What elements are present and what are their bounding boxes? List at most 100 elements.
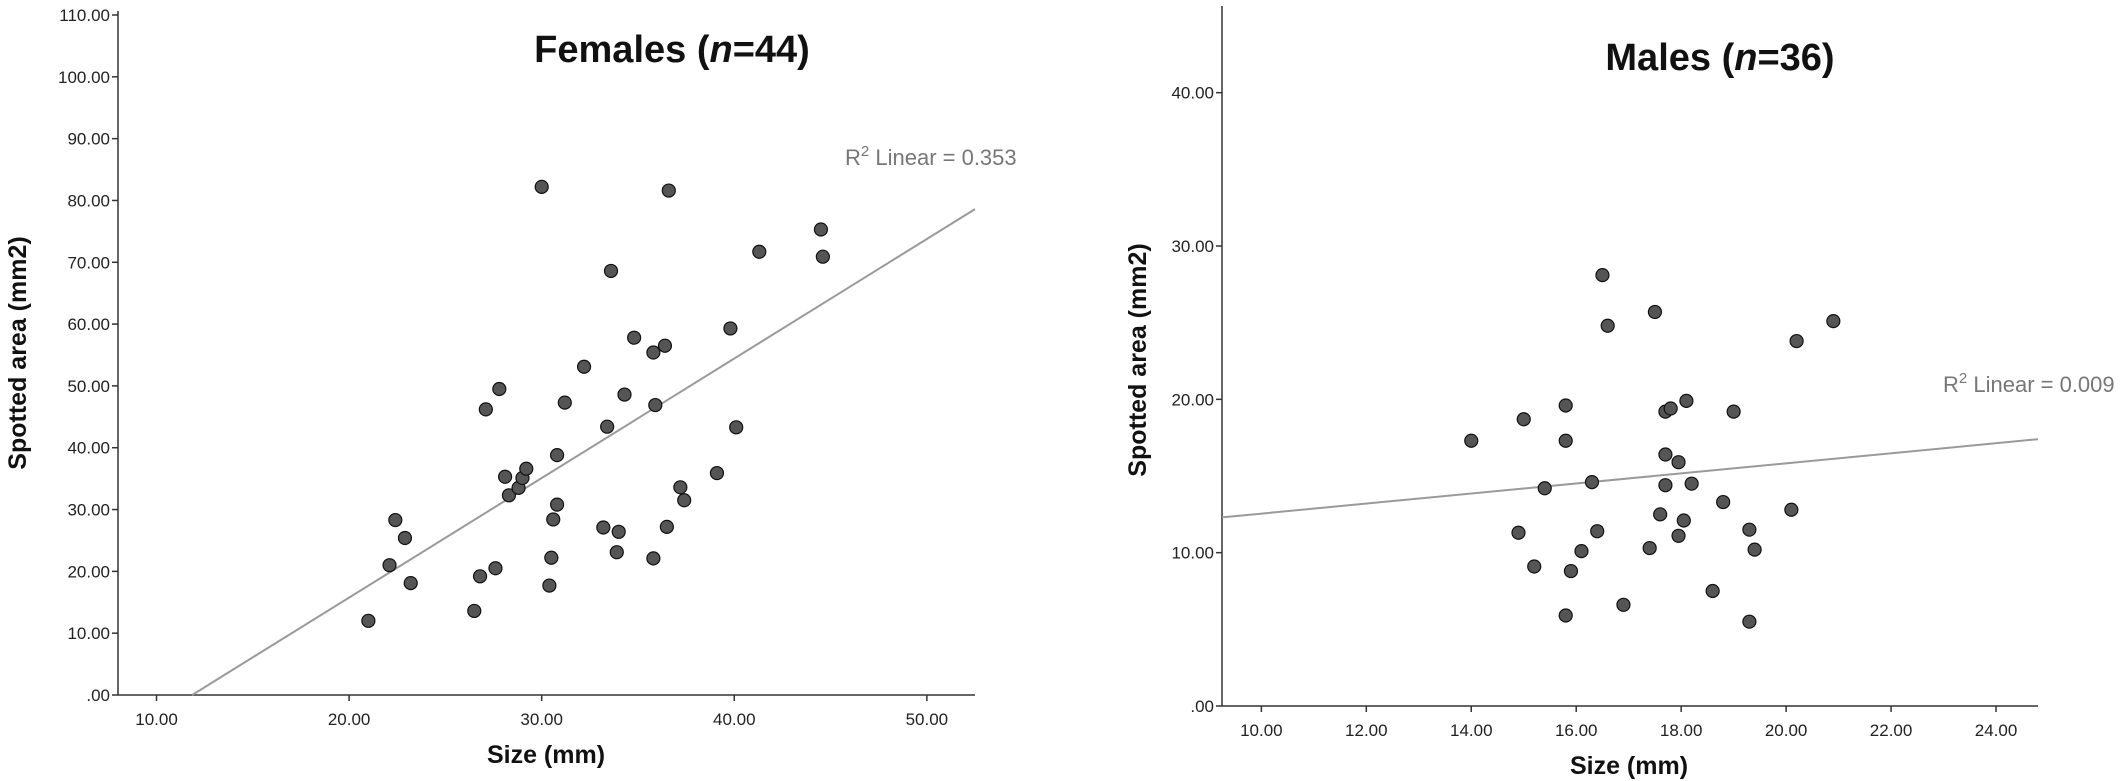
males-x-tick-label: 24.00	[1975, 721, 2018, 740]
females-data-point	[611, 524, 626, 539]
females-data-point	[646, 345, 661, 360]
females-y-tick-label: 90.00	[67, 130, 110, 149]
males-data-point	[1826, 314, 1841, 329]
males-data-point	[1647, 304, 1663, 320]
males-data-point	[1726, 404, 1741, 419]
males-data-point	[1653, 507, 1668, 522]
females-y-tick-label: 80.00	[67, 191, 110, 210]
females-data-point	[382, 558, 397, 573]
males-data-point	[1511, 525, 1526, 540]
females-data-point	[659, 519, 674, 534]
males-data-point	[1558, 608, 1573, 623]
females-data-point	[729, 420, 744, 435]
males-data-point	[1789, 333, 1804, 349]
males-y-tick-label: .00	[1190, 697, 1214, 716]
females-data-point	[519, 461, 534, 476]
females-y-tick-labels: .00 10.00 20.00 30.00 40.00 50.00 60.00 70.00 80…	[58, 6, 118, 705]
females-x-axis-title: Size (mm)	[487, 741, 605, 769]
males-data-point	[1784, 502, 1799, 517]
males-x-axis-title: Size (mm)	[1570, 752, 1688, 780]
females-y-tick-label: 70.00	[67, 253, 110, 272]
females-x-tick-label: 10.00	[135, 710, 178, 729]
females-y-tick-label: 110.00	[59, 6, 110, 25]
males-data-point	[1590, 524, 1605, 539]
females-data-point	[544, 550, 559, 565]
males-data-point	[1742, 614, 1757, 629]
females-x-tick-labels: 10.00 20.00 30.00 40.00 50.00	[135, 695, 948, 729]
females-data-point	[534, 179, 549, 194]
females-data-point	[472, 569, 488, 584]
males-data-point	[1563, 563, 1579, 579]
males-data-point	[1747, 542, 1762, 557]
males-data-point	[1658, 447, 1673, 462]
females-data-point	[467, 603, 482, 619]
males-data-point	[1616, 597, 1631, 612]
females-data-points	[361, 179, 830, 628]
males-data-point	[1464, 433, 1479, 448]
females-scatter-panel: Females (n=44) 10.00 20.00 30.00 40.00 50.00…	[4, 6, 1017, 769]
females-r2-annotation: R2 Linear = 0.353	[845, 143, 1017, 170]
males-y-tick-label: 30.00	[1171, 237, 1214, 256]
females-y-tick-label: 50.00	[67, 377, 110, 396]
males-data-point	[1663, 401, 1678, 416]
males-data-point	[1595, 268, 1610, 283]
females-data-point	[815, 249, 830, 264]
males-data-points	[1464, 268, 1841, 629]
females-data-point	[617, 387, 632, 402]
males-y-tick-label: 40.00	[1171, 84, 1214, 103]
females-data-point	[752, 244, 767, 259]
females-data-point	[361, 613, 376, 628]
males-data-point	[1516, 412, 1531, 427]
males-data-point	[1679, 393, 1694, 408]
males-data-point	[1676, 513, 1691, 528]
females-y-tick-label: .00	[86, 686, 110, 705]
males-data-point	[1705, 583, 1720, 599]
females-data-point	[497, 469, 513, 484]
females-data-point	[549, 497, 565, 512]
males-y-tick-label: 10.00	[1171, 544, 1214, 563]
males-data-point	[1527, 559, 1542, 574]
females-data-point	[813, 222, 829, 237]
females-data-point	[673, 480, 688, 495]
females-data-point	[549, 448, 565, 463]
males-chart-title: Males (n=36)	[1605, 37, 1834, 79]
males-data-point	[1537, 481, 1552, 496]
males-x-tick-labels: 10.00 12.00 14.00 16.00 18.00 20.00 22.00 24.00	[1240, 706, 2017, 740]
females-x-tick-label: 20.00	[328, 710, 371, 729]
females-data-point	[403, 576, 418, 591]
females-data-point	[388, 512, 403, 528]
females-data-point	[478, 402, 493, 417]
males-regression-line	[1221, 438, 2039, 519]
males-data-point	[1671, 455, 1686, 470]
females-y-tick-label: 10.00	[67, 624, 110, 643]
males-data-point	[1658, 478, 1673, 493]
females-data-point	[596, 520, 611, 535]
males-data-point	[1600, 318, 1615, 333]
males-x-tick-label: 18.00	[1660, 721, 1703, 740]
females-data-point	[492, 381, 507, 397]
males-data-point	[1558, 398, 1573, 413]
females-chart-title: Females (n=44)	[534, 29, 810, 71]
males-y-axis-title: Spotted area (mm2)	[1124, 243, 1152, 476]
females-x-tick-label: 30.00	[520, 710, 563, 729]
males-y-tick-labels: .00 10.00 20.00 30.00 40.00	[1171, 84, 1222, 716]
females-data-point	[397, 530, 413, 546]
females-data-point	[709, 465, 725, 481]
females-x-tick-label: 50.00	[906, 710, 949, 729]
males-y-tick-label: 20.00	[1171, 390, 1214, 409]
females-y-tick-label: 40.00	[67, 439, 110, 458]
males-data-point	[1716, 494, 1731, 510]
males-scatter-panel: Males (n=36) 10.00 12.00 14.00 16.00 18.00 20…	[1124, 6, 2115, 780]
females-y-axis-title: Spotted area (mm2)	[4, 236, 32, 469]
males-data-point	[1684, 476, 1699, 491]
females-data-point	[723, 321, 738, 336]
females-data-point	[603, 263, 619, 279]
males-x-tick-label: 10.00	[1240, 721, 1283, 740]
females-y-tick-label: 60.00	[67, 315, 110, 334]
females-data-point	[657, 338, 673, 353]
females-y-tick-label: 20.00	[67, 562, 110, 581]
females-x-tick-label: 40.00	[713, 710, 756, 729]
males-x-tick-label: 14.00	[1450, 721, 1493, 740]
females-data-point	[609, 545, 624, 560]
